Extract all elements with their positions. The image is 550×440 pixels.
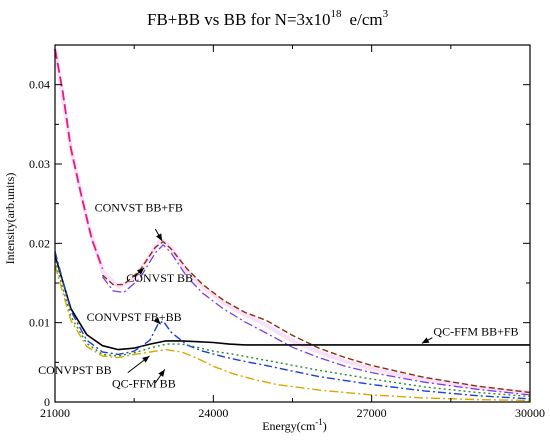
x-axis-label: Energy(cm-1) xyxy=(262,417,327,433)
ticks-layer: 21000 24000 27000 30000 0 0.01 0.02 0.03 0.04 xyxy=(29,45,545,420)
x-axis-label-close: ) xyxy=(323,419,327,433)
annotation-arrowhead xyxy=(136,267,145,275)
y-tick-label: 0.03 xyxy=(29,157,50,171)
series-line-5 xyxy=(54,251,531,400)
x-axis-label-main: Energy(cm xyxy=(262,419,316,433)
y-tick-label: 0 xyxy=(44,395,50,409)
annotation-label: CONVST BB xyxy=(126,271,193,285)
title-main: FB+BB vs BB for N=3x10 xyxy=(147,10,331,29)
annotation-label: QC-FFM BB xyxy=(112,377,176,391)
y-axis-label: Intensity(arb.units) xyxy=(3,173,17,265)
y-tick-label: 0.04 xyxy=(29,78,50,92)
series-line-7 xyxy=(54,265,531,402)
chart-title-text: FB+BB vs BB for N=3x1018 e/cm3 xyxy=(147,8,389,29)
title-unit-exponent: 3 xyxy=(383,8,389,20)
annotation-arrowhead xyxy=(153,317,161,325)
annotations-layer: CONVST BB+FB CONVST BB CONVPST FB+BB CONVPS… xyxy=(38,201,518,391)
annotation-label: CONVPST FB+BB xyxy=(87,310,182,324)
series-line-4 xyxy=(54,254,530,351)
title-unit: e/cm xyxy=(350,10,383,29)
annotation-arrowhead xyxy=(158,369,165,377)
series-line-6 xyxy=(54,260,531,398)
series-line-0 xyxy=(53,48,531,395)
y-tick-label: 0.01 xyxy=(29,316,50,330)
annotation-arrowhead xyxy=(156,233,163,241)
x-tick-label: 24000 xyxy=(198,406,228,420)
series-line-2 xyxy=(101,244,531,396)
x-tick-label: 27000 xyxy=(357,406,387,420)
x-axis-label-exponent: -1 xyxy=(315,417,323,427)
y-tick-label: 0.02 xyxy=(29,236,50,250)
x-tick-label: 30000 xyxy=(515,406,545,420)
chart-title: FB+BB vs BB for N=3x1018 e/cm3 xyxy=(147,8,389,29)
annotation-label: CONVPST BB xyxy=(38,363,111,377)
series-line-1 xyxy=(54,48,104,270)
plot-layer xyxy=(53,48,531,402)
annotation-arrowhead xyxy=(421,337,430,344)
annotation-label: QC-FFM BB+FB xyxy=(433,324,518,338)
x-tick-label: 21000 xyxy=(40,406,70,420)
annotation-arrowhead xyxy=(142,355,150,363)
annotation-label: CONVST BB+FB xyxy=(95,201,183,215)
title-exponent: 18 xyxy=(331,8,343,20)
